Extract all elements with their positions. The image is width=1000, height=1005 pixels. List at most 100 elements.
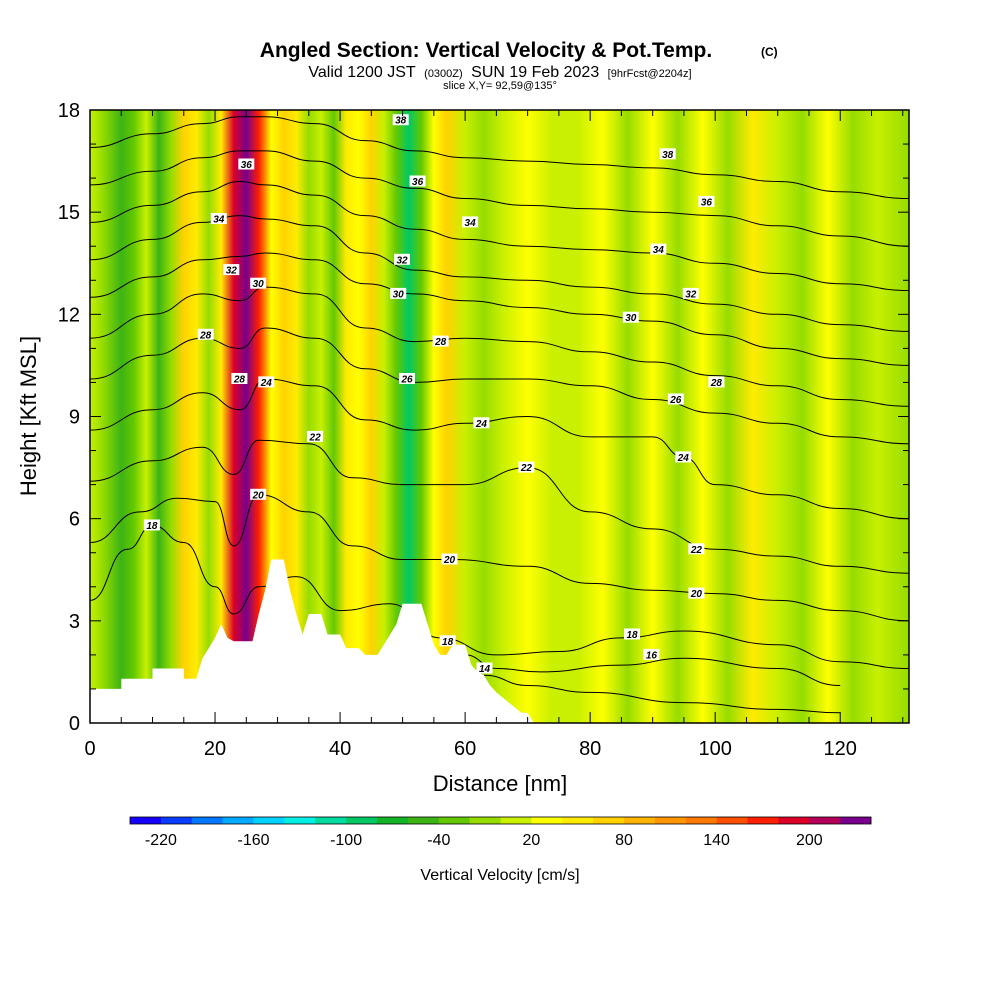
colorbar-swatch-14 xyxy=(562,817,594,824)
isentrope-label-5: 34 xyxy=(213,215,225,226)
isentrope-label-24: 22 xyxy=(520,463,533,474)
isentrope-label-3: 36 xyxy=(412,177,424,188)
isentrope-label-15: 28 xyxy=(434,337,447,348)
colorbar-swatch-13 xyxy=(531,817,563,824)
isentrope-label-bg-5 xyxy=(210,213,227,224)
isentrope-label-33: 14 xyxy=(479,664,491,675)
isentrope-label-0: 38 xyxy=(395,116,407,127)
x-tick-label: 40 xyxy=(329,738,351,760)
isentrope-label-32: 16 xyxy=(646,650,658,661)
x-tick-label: 60 xyxy=(454,738,476,760)
colorbar-swatch-12 xyxy=(500,817,532,824)
colorbar-swatch-16 xyxy=(624,817,656,824)
colorbar-label: Vertical Velocity [cm/s] xyxy=(420,867,579,884)
isentrope-label-9: 32 xyxy=(396,255,408,266)
colorbar-swatch-23 xyxy=(840,817,872,824)
isentrope-label-12: 30 xyxy=(393,289,405,300)
isentrope-label-bg-30 xyxy=(439,635,456,647)
isentrope-label-8: 32 xyxy=(226,266,238,277)
colorbar-swatch-0 xyxy=(130,817,162,824)
isentrope-label-30: 18 xyxy=(442,637,454,648)
colorbar-swatch-5 xyxy=(284,817,316,824)
isentrope-label-bg-15 xyxy=(432,335,449,347)
isentrope-label-17: 26 xyxy=(400,375,413,386)
y-tick-label: 12 xyxy=(58,304,80,326)
colorbar-swatch-10 xyxy=(438,817,471,824)
x-tick-label: 80 xyxy=(579,738,601,760)
colorbar-swatch-1 xyxy=(160,817,193,824)
isentrope-label-20: 24 xyxy=(260,378,273,389)
isentrope-label-21: 24 xyxy=(475,419,488,430)
isentrope-label-bg-25 xyxy=(688,543,705,555)
y-axis-label: Height [Kft MSL] xyxy=(16,336,41,496)
isentrope-label-26: 20 xyxy=(252,490,265,501)
chart-subtitle: Valid 1200 JST (0300Z) SUN 19 Feb 2023 [… xyxy=(308,64,691,81)
isentrope-38 xyxy=(90,116,909,199)
y-tick-label: 0 xyxy=(69,713,80,735)
x-tick-label: 20 xyxy=(204,738,226,760)
isentrope-label-6: 34 xyxy=(465,218,477,229)
isentrope-label-25: 22 xyxy=(690,545,703,556)
colorbar-tick-label: -100 xyxy=(330,832,362,849)
subtitle-forecast: [9hrFcst@2204z] xyxy=(608,68,692,80)
isentrope-label-bg-32 xyxy=(643,648,660,660)
isentrope-label-18: 26 xyxy=(669,395,682,406)
isentrope-label-bg-33 xyxy=(476,662,493,674)
y-tick-label: 9 xyxy=(69,407,80,429)
isentrope-label-bg-9 xyxy=(394,253,410,265)
colorbar-swatch-4 xyxy=(253,817,285,824)
isentrope-label-bg-21 xyxy=(473,417,490,429)
isentrope-label-29: 18 xyxy=(146,521,158,532)
isentrope-label-7: 34 xyxy=(653,245,665,256)
isentrope-label-28: 20 xyxy=(690,589,703,600)
isentrope-20 xyxy=(90,494,909,622)
colorbar-swatch-8 xyxy=(377,817,409,824)
slice-label: slice X,Y= 92,59@135° xyxy=(443,80,557,92)
y-tick-label: 3 xyxy=(69,611,80,633)
isentrope-label-bg-28 xyxy=(688,587,705,599)
isentrope-label-22: 24 xyxy=(677,453,690,464)
isentrope-30 xyxy=(90,252,909,366)
colorbar-tick-label: 200 xyxy=(796,832,823,849)
y-tick-label: 18 xyxy=(58,100,80,122)
isentrope-label-bg-4 xyxy=(698,195,715,207)
isentrope-label-bg-11 xyxy=(250,277,267,289)
colorbar-tick-label: 20 xyxy=(523,832,541,849)
isentrope-label-bg-6 xyxy=(462,216,479,228)
isentrope-label-bg-13 xyxy=(622,311,639,323)
x-tick-label: 120 xyxy=(824,738,857,760)
isentrope-label-bg-22 xyxy=(675,451,692,463)
colorbar-tick-label: 140 xyxy=(703,832,730,849)
isentrope-label-bg-0 xyxy=(392,114,409,126)
isentrope-label-2: 36 xyxy=(241,160,253,171)
isentrope-label-bg-27 xyxy=(441,553,458,565)
isentrope-label-10: 32 xyxy=(685,289,697,300)
isentrope-label-31: 18 xyxy=(626,630,638,641)
colorbar-frame xyxy=(129,816,872,825)
colorbar-swatch-17 xyxy=(654,817,687,824)
isentrope-34 xyxy=(90,180,909,291)
isentrope-label-16: 28 xyxy=(710,378,723,389)
isentrope-lines xyxy=(90,116,909,714)
isentrope-label-bg-2 xyxy=(238,158,255,170)
isentrope-16 xyxy=(465,654,841,686)
velocity-field-fill xyxy=(90,110,909,723)
isentrope-label-bg-31 xyxy=(624,628,640,640)
terrain-profile xyxy=(90,559,909,723)
colorbar-swatch-21 xyxy=(778,817,810,824)
colorbar-swatch-11 xyxy=(469,817,501,824)
terrain xyxy=(90,559,909,723)
subtitle-zulu: (0300Z) xyxy=(424,68,463,80)
isentrope-label-14: 28 xyxy=(199,330,212,341)
isentrope-label-bg-10 xyxy=(682,287,699,299)
isentrope-14 xyxy=(483,674,841,714)
isentrope-label-27: 20 xyxy=(443,555,456,566)
isentrope-label-bg-3 xyxy=(409,175,426,187)
isentrope-36 xyxy=(90,150,909,247)
isentrope-label-23: 22 xyxy=(309,432,322,443)
isentrope-label-1: 38 xyxy=(662,150,674,161)
isentrope-22 xyxy=(90,439,909,574)
